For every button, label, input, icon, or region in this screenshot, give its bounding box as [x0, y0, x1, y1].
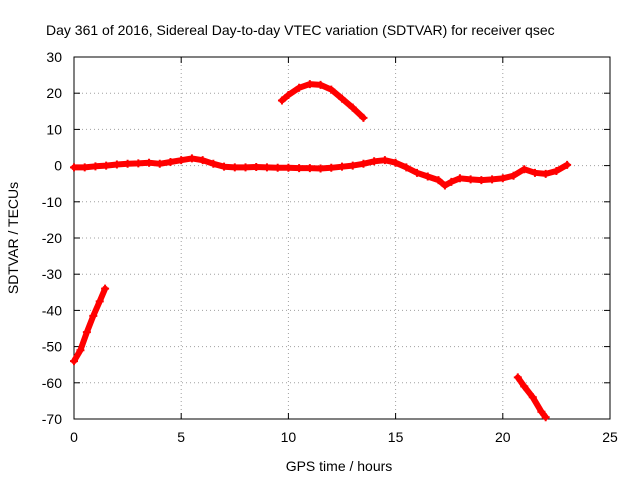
- data-point: [359, 113, 368, 122]
- data-point: [95, 297, 104, 306]
- y-tick-label: 10: [46, 121, 62, 137]
- data-point: [82, 328, 91, 337]
- data-point: [338, 162, 346, 171]
- data-point: [89, 311, 98, 320]
- data-point: [434, 176, 443, 185]
- series-group: [70, 80, 572, 422]
- data-point: [76, 346, 85, 355]
- x-tick-label: 5: [177, 429, 185, 445]
- data-point: [70, 357, 78, 366]
- y-tick-label: -70: [42, 411, 62, 427]
- y-tick-label: -60: [42, 375, 62, 391]
- data-point: [70, 163, 78, 172]
- data-point: [528, 393, 537, 402]
- data-point: [380, 156, 389, 165]
- data-point: [177, 156, 186, 165]
- data-point: [513, 373, 522, 382]
- y-axis-label: SDTVAR / TECUs: [5, 182, 21, 294]
- data-point: [455, 174, 464, 183]
- data-point: [80, 163, 89, 172]
- data-point: [477, 176, 486, 185]
- data-point: [440, 181, 449, 190]
- data-point: [134, 159, 143, 168]
- y-tick-label: -40: [42, 302, 62, 318]
- chart-title: Day 361 of 2016, Sidereal Day-to-day VTE…: [46, 22, 555, 38]
- data-point: [209, 159, 218, 168]
- data-point: [316, 80, 325, 89]
- data-point: [305, 80, 314, 89]
- data-point: [241, 163, 250, 172]
- data-point: [359, 159, 368, 168]
- data-point: [327, 163, 336, 172]
- data-point: [295, 83, 304, 92]
- y-tick-label: 0: [54, 158, 62, 174]
- data-point: [413, 168, 422, 177]
- data-point: [284, 163, 293, 172]
- data-point: [498, 174, 507, 183]
- axis-ticks: 0 5 10 15 20 25 -70 -60 -50 -40 -30 -20 -10 0 10 20 30: [42, 49, 618, 445]
- data-point: [262, 163, 271, 172]
- y-tick-label: 20: [46, 85, 62, 101]
- data-point: [530, 168, 539, 177]
- data-point: [520, 382, 529, 391]
- data-point: [509, 171, 518, 180]
- y-tick-label: 30: [46, 49, 62, 65]
- data-point: [284, 91, 293, 100]
- x-tick-label: 25: [602, 429, 618, 445]
- data-point: [552, 167, 561, 176]
- data-point: [155, 159, 164, 168]
- data-point: [423, 172, 432, 181]
- data-point: [402, 163, 411, 172]
- data-point: [466, 175, 475, 184]
- grid: [74, 57, 610, 419]
- data-point: [541, 169, 550, 178]
- x-tick-label: 0: [70, 429, 78, 445]
- y-tick-label: -30: [42, 266, 62, 282]
- data-point: [273, 163, 282, 172]
- data-point: [348, 103, 357, 112]
- series-3: [70, 284, 110, 366]
- y-tick-label: -10: [42, 194, 62, 210]
- data-point: [112, 160, 121, 169]
- series-4: [513, 373, 550, 422]
- y-tick-label: -20: [42, 230, 62, 246]
- data-point: [537, 407, 546, 416]
- data-point: [488, 175, 497, 184]
- data-point: [166, 157, 175, 166]
- data-point: [91, 162, 100, 171]
- series-2: [277, 80, 368, 122]
- data-point: [277, 96, 286, 105]
- data-point: [187, 154, 196, 163]
- data-point: [220, 162, 229, 171]
- data-point: [348, 161, 357, 170]
- y-tick-label: -50: [42, 339, 62, 355]
- data-point: [370, 157, 379, 166]
- x-tick-label: 15: [388, 429, 404, 445]
- data-point: [198, 156, 207, 165]
- data-point: [252, 163, 261, 172]
- x-tick-label: 10: [281, 429, 297, 445]
- data-point: [338, 94, 346, 103]
- data-point: [316, 164, 325, 173]
- data-point: [305, 164, 314, 173]
- data-point: [563, 160, 572, 169]
- data-point: [295, 164, 304, 173]
- series-1: [70, 154, 572, 190]
- data-point: [520, 165, 529, 174]
- data-point: [145, 158, 154, 167]
- x-tick-label: 20: [495, 429, 511, 445]
- data-point: [230, 163, 239, 172]
- data-point: [123, 159, 132, 168]
- data-point: [541, 413, 550, 422]
- data-point: [102, 161, 111, 170]
- x-axis-label: GPS time / hours: [286, 458, 393, 474]
- data-point: [447, 177, 456, 186]
- data-point: [101, 284, 110, 293]
- data-point: [391, 158, 400, 167]
- data-point: [327, 85, 336, 94]
